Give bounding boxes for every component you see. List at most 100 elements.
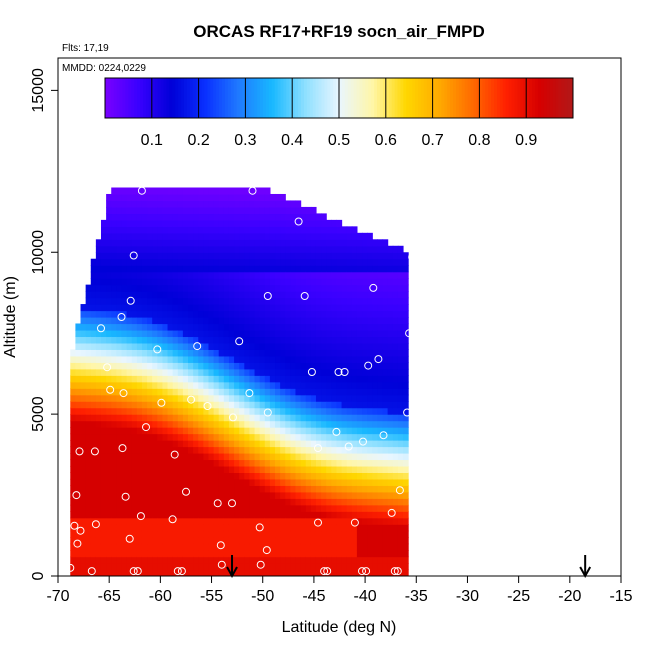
heatmap-cell xyxy=(392,401,399,409)
heatmap-cell xyxy=(290,394,297,402)
heatmap-cell xyxy=(239,465,245,473)
heatmap-cell xyxy=(264,446,271,454)
heatmap-cell xyxy=(249,498,256,506)
heatmap-cell xyxy=(351,271,358,279)
heatmap-cell xyxy=(280,304,286,312)
heatmap-cell xyxy=(177,317,184,325)
heatmap-cell xyxy=(126,388,133,396)
heatmap-cell xyxy=(157,213,164,221)
heatmap-cell xyxy=(193,258,199,266)
heatmap-cell xyxy=(100,530,107,538)
heatmap-cell xyxy=(351,310,358,318)
heatmap-cell xyxy=(141,550,148,558)
heatmap-cell xyxy=(382,433,389,441)
heatmap-cell xyxy=(172,317,179,325)
heatmap-cell xyxy=(346,258,353,266)
heatmap-cell xyxy=(193,342,199,350)
heatmap-cell xyxy=(336,310,343,318)
heatmap-cell xyxy=(362,465,368,473)
heatmap-cell xyxy=(254,459,261,467)
heatmap-cell xyxy=(106,394,112,402)
heatmap-cell xyxy=(315,498,322,506)
heatmap-cell xyxy=(351,239,358,247)
heatmap-cell xyxy=(310,394,317,402)
heatmap-cell xyxy=(264,472,271,480)
heatmap-cell xyxy=(362,239,368,247)
heatmap-cell xyxy=(351,472,358,480)
heatmap-cell xyxy=(162,193,169,202)
heatmap-cell xyxy=(234,304,240,312)
heatmap-cell xyxy=(111,472,117,480)
heatmap-cell xyxy=(141,440,148,448)
heatmap-cell xyxy=(321,388,327,396)
heatmap-cell xyxy=(290,381,297,389)
heatmap-cell xyxy=(218,427,225,435)
heatmap-cell xyxy=(131,219,138,227)
heatmap-cell xyxy=(70,569,76,576)
heatmap-cell xyxy=(285,226,291,234)
heatmap-cell xyxy=(182,317,189,325)
heatmap-cell xyxy=(300,304,307,312)
heatmap-cell xyxy=(100,368,107,376)
colorbar-swatch xyxy=(283,78,287,118)
heatmap-cell xyxy=(177,420,184,428)
heatmap-cell xyxy=(392,465,399,473)
colorbar-swatch xyxy=(394,78,398,118)
heatmap-cell xyxy=(203,336,210,344)
heatmap-cell xyxy=(141,388,148,396)
heatmap-cell xyxy=(392,245,399,253)
heatmap-cell xyxy=(106,304,112,312)
heatmap-cell xyxy=(95,381,102,389)
heatmap-cell xyxy=(382,420,389,428)
heatmap-cell xyxy=(121,310,128,318)
observation-marker xyxy=(76,526,85,535)
heatmap-cell xyxy=(85,433,92,441)
heatmap-cell xyxy=(397,388,404,396)
heatmap-cell xyxy=(100,342,107,350)
heatmap-cell xyxy=(116,375,123,383)
heatmap-cell xyxy=(198,563,204,571)
heatmap-cell xyxy=(100,537,107,545)
heatmap-cell xyxy=(315,362,322,370)
heatmap-cell xyxy=(106,485,112,493)
heatmap-cell xyxy=(106,446,112,454)
heatmap-cell xyxy=(136,433,143,441)
heatmap-cell xyxy=(356,317,363,325)
heatmap-cell xyxy=(90,284,97,292)
heatmap-cell xyxy=(249,375,256,383)
heatmap-cell xyxy=(167,297,174,305)
heatmap-cell xyxy=(152,427,158,435)
heatmap-cell xyxy=(223,258,230,266)
heatmap-cell xyxy=(269,304,276,312)
heatmap-cell xyxy=(285,381,291,389)
heatmap-cell xyxy=(172,569,179,576)
heatmap-cell xyxy=(182,187,189,195)
heatmap-cell xyxy=(198,291,204,299)
heatmap-cell xyxy=(234,504,240,512)
heatmap-cell xyxy=(218,563,225,571)
heatmap-cell xyxy=(70,362,76,370)
colorbar-swatch xyxy=(529,78,533,118)
heatmap-cell xyxy=(218,362,225,370)
heatmap-cell xyxy=(177,323,184,331)
heatmap-cell xyxy=(351,543,358,551)
heatmap-cell xyxy=(111,226,117,234)
heatmap-cell xyxy=(177,407,184,415)
colorbar-swatch xyxy=(277,78,281,118)
heatmap-cell xyxy=(234,258,240,266)
heatmap-cell xyxy=(269,414,276,422)
heatmap-cell xyxy=(336,323,343,331)
heatmap-cell xyxy=(213,187,220,195)
heatmap-cell xyxy=(162,394,169,402)
heatmap-cell xyxy=(85,537,92,545)
heatmap-cell xyxy=(315,465,322,473)
heatmap-cell xyxy=(290,401,297,409)
heatmap-cell xyxy=(147,517,153,525)
heatmap-cell xyxy=(259,245,266,253)
heatmap-cell xyxy=(315,511,322,519)
heatmap-cell xyxy=(244,427,251,435)
heatmap-cell xyxy=(188,297,194,305)
heatmap-cell xyxy=(234,537,240,545)
heatmap-cell xyxy=(182,226,189,234)
heatmap-cell xyxy=(382,239,389,247)
